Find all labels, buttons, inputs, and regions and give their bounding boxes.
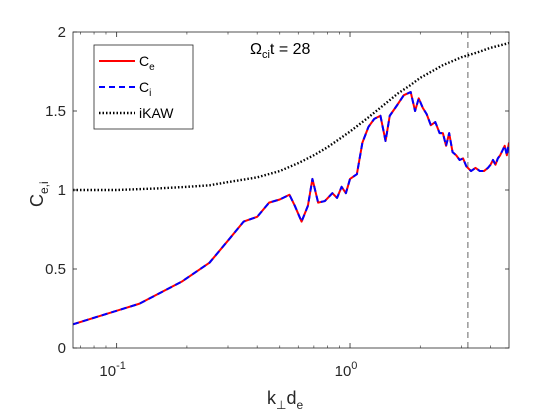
y-tick-label: 1.5 xyxy=(45,103,66,120)
legend-label-Ce: Ce xyxy=(139,53,155,73)
legend-label-iKAW: iKAW xyxy=(139,105,174,121)
series-line-Ci xyxy=(73,91,509,326)
annotation-rest: t = 28 xyxy=(270,41,311,58)
x-tick-label: 10-1 xyxy=(99,360,125,380)
annotation-omega: Ω xyxy=(250,41,262,58)
legend-label-Ci: Ci xyxy=(139,79,151,99)
y-tick-label: 1 xyxy=(58,182,66,199)
y-axis-label: Ce,i xyxy=(27,181,51,207)
annotation: Ωcit = 28 xyxy=(250,41,311,61)
annotation-omega-sub: ci xyxy=(262,49,270,61)
legend: Ce Ci iKAW xyxy=(93,44,194,130)
y-tick-label: 2 xyxy=(58,24,66,41)
y-tick-label: 0 xyxy=(58,340,66,357)
series-line-iKAW xyxy=(73,41,509,192)
x-axis-label: k⊥de xyxy=(267,388,303,412)
x-tick-label: 100 xyxy=(335,360,358,380)
y-tick-label: 0.5 xyxy=(45,261,66,278)
